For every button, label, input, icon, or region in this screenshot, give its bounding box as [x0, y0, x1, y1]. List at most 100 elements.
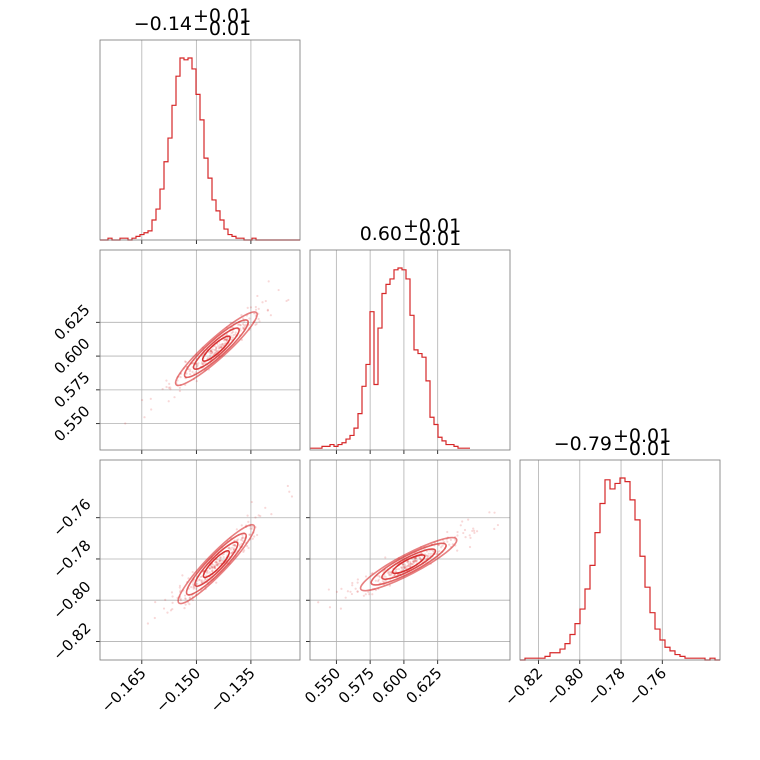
- sample-point: [209, 349, 213, 353]
- sample-point: [230, 338, 233, 341]
- sample-point: [191, 370, 194, 373]
- sample-point: [178, 584, 182, 587]
- sample-point: [254, 516, 257, 519]
- sample-point: [401, 563, 404, 566]
- sample-point: [401, 563, 404, 566]
- histogram-0: [100, 57, 300, 241]
- sample-point: [235, 528, 238, 531]
- sample-point: [213, 352, 216, 356]
- sample-point: [411, 562, 414, 566]
- sample-point: [242, 320, 246, 323]
- sample-point: [242, 327, 245, 331]
- sample-point: [193, 586, 196, 589]
- sample-point: [462, 531, 465, 535]
- sample-point: [384, 556, 387, 559]
- sample-point: [451, 543, 454, 546]
- sample-point: [198, 578, 201, 581]
- sample-point: [290, 495, 294, 498]
- sample-point: [257, 514, 260, 517]
- sample-point: [200, 361, 204, 364]
- sample-point: [425, 550, 429, 553]
- sample-point: [381, 580, 384, 583]
- sample-point: [232, 548, 235, 551]
- sample-point: [374, 579, 377, 582]
- sample-point: [228, 547, 231, 550]
- sample-point: [528, 505, 530, 507]
- sample-point: [212, 563, 215, 566]
- sample-point: [231, 330, 235, 334]
- sample-point: [414, 557, 418, 560]
- sample-point: [227, 546, 230, 550]
- sample-point: [211, 566, 214, 569]
- sample-point: [254, 308, 258, 311]
- sample-point: [387, 570, 390, 573]
- sample-point: [191, 570, 194, 574]
- sample-point: [446, 540, 449, 543]
- sample-point: [219, 346, 223, 349]
- sample-point: [253, 535, 256, 538]
- sample-point: [221, 342, 224, 346]
- sample-point: [224, 338, 227, 341]
- sample-point: [185, 372, 188, 375]
- sample-point: [230, 331, 233, 335]
- sample-point: [384, 575, 387, 578]
- sample-point: [224, 338, 227, 341]
- sample-point: [170, 591, 174, 594]
- sample-point: [169, 386, 172, 389]
- sample-point: [171, 595, 174, 598]
- hist-frame-1: [309, 249, 511, 451]
- sample-point: [237, 323, 241, 326]
- sample-point: [210, 566, 213, 569]
- sample-point: [408, 564, 412, 567]
- sample-point: [241, 326, 245, 329]
- sample-point: [189, 368, 192, 371]
- sample-point: [192, 584, 195, 587]
- contour-1: [202, 550, 231, 579]
- sample-point: [409, 562, 412, 565]
- sample-point: [386, 571, 389, 574]
- sample-point: [393, 573, 396, 577]
- sample-point: [237, 538, 240, 541]
- sample-point: [412, 560, 415, 564]
- x-tick-label: −0.165: [98, 664, 150, 716]
- sample-point: [496, 523, 500, 527]
- sample-point: [414, 560, 417, 563]
- sample-point: [459, 524, 462, 527]
- sample-point: [464, 536, 467, 539]
- sample-point: [178, 386, 181, 389]
- sample-point: [149, 397, 152, 400]
- sample-point: [286, 484, 289, 488]
- hist-frame-0: [99, 39, 301, 241]
- sample-point: [215, 351, 218, 354]
- sample-point: [188, 370, 191, 373]
- contour-4: [359, 536, 458, 592]
- pair-frame-0-2: [99, 459, 301, 661]
- sample-point: [218, 343, 221, 346]
- sample-point: [412, 560, 415, 563]
- sample-point: [382, 575, 385, 579]
- sample-point: [448, 543, 451, 546]
- sample-point: [419, 557, 422, 560]
- sample-point: [200, 579, 203, 582]
- sample-point: [225, 338, 228, 341]
- sample-point: [78, 492, 80, 494]
- sample-point: [250, 527, 253, 530]
- x-tick-label: −0.78: [584, 664, 629, 709]
- sample-point: [200, 580, 203, 583]
- sample-point: [270, 513, 273, 516]
- sample-point: [247, 546, 250, 550]
- sample-point: [368, 593, 371, 596]
- sample-point: [259, 514, 262, 518]
- sample-point: [222, 556, 225, 559]
- sample-point: [395, 568, 398, 571]
- sample-point: [168, 382, 171, 386]
- pair-content: [146, 484, 294, 625]
- sample-point: [249, 527, 252, 530]
- sample-point: [213, 565, 216, 568]
- sample-point: [215, 347, 218, 350]
- sample-point: [364, 593, 367, 596]
- sample-point: [207, 356, 210, 359]
- sample-point: [215, 560, 218, 563]
- sample-point: [413, 559, 416, 562]
- x-tick-label: −0.150: [152, 664, 204, 716]
